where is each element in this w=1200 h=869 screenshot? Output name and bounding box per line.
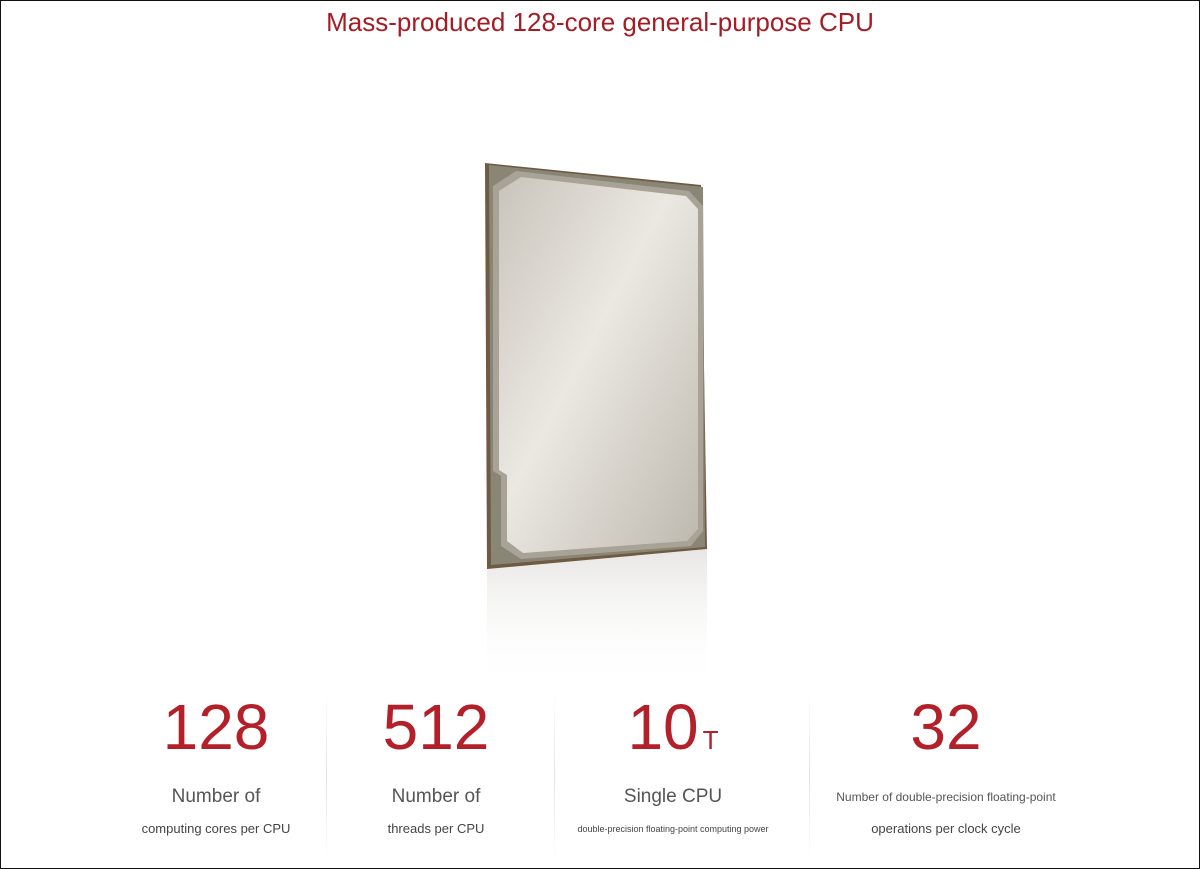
stat-sublabel: double-precision floating-point computin… xyxy=(577,824,769,834)
stat-value-row: 512 xyxy=(306,691,566,763)
cpu-image xyxy=(485,163,707,691)
stat-value: 128 xyxy=(162,691,270,763)
stat-value-row: 128 xyxy=(86,691,346,763)
stat: 512 Number of threads per CPU xyxy=(306,691,566,837)
stat-sublabel: computing cores per CPU xyxy=(141,821,291,836)
stat-value: 512 xyxy=(382,691,490,763)
stat: 128 Number of computing cores per CPU xyxy=(86,691,346,837)
stat-value-row: 10 T xyxy=(543,691,803,763)
divider xyxy=(809,691,810,861)
divider xyxy=(554,691,555,861)
stat: 32 Number of double-precision floating-po… xyxy=(816,691,1076,837)
stat-unit: T xyxy=(702,725,719,755)
stat-label: Single CPU xyxy=(623,786,723,807)
stat: 10 T Single CPU double-precision floating-p… xyxy=(543,691,803,837)
stat-label: Number of xyxy=(171,786,261,807)
stat-label: Number of xyxy=(391,786,481,807)
stat-sublabel: threads per CPU xyxy=(387,821,485,836)
stat-value: 32 xyxy=(910,691,982,763)
stat-value-row: 32 xyxy=(816,691,1076,763)
stat-sublabel: operations per clock cycle xyxy=(871,821,1021,836)
stat-label: Number of double-precision floating-poin… xyxy=(836,790,1056,804)
page-title: Mass-produced 128-core general-purpose C… xyxy=(326,7,874,37)
stat-value: 10 xyxy=(627,691,699,763)
divider xyxy=(326,691,327,861)
